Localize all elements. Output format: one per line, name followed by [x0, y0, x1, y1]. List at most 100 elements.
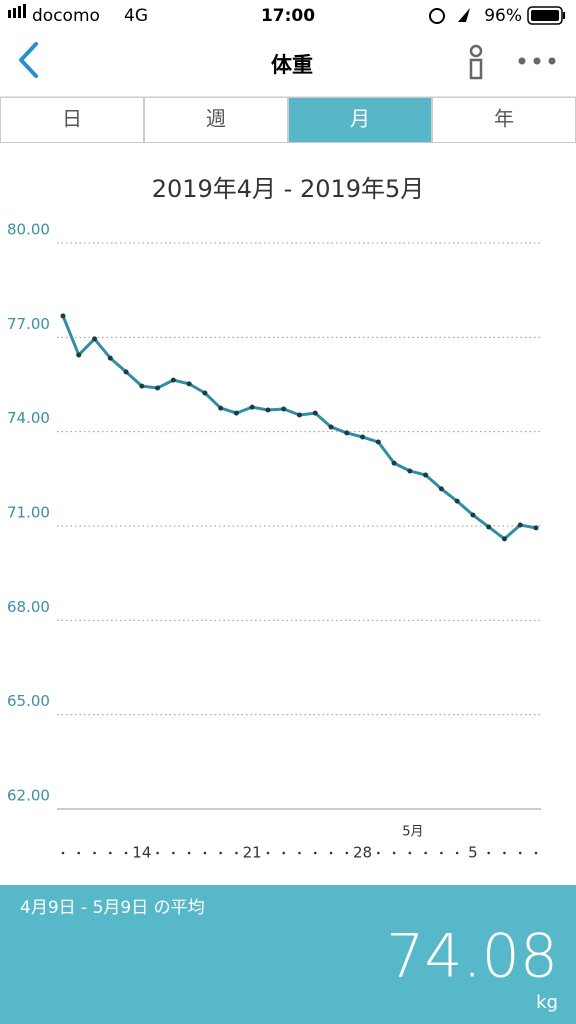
x-tick-dot	[455, 851, 459, 855]
data-point	[533, 525, 539, 531]
data-point	[139, 383, 145, 389]
x-tick-label: 5	[468, 844, 478, 862]
more-dot	[533, 57, 541, 65]
data-point	[517, 522, 523, 528]
data-point	[233, 410, 239, 416]
x-tick-dot	[534, 851, 538, 855]
carrier: docomo	[32, 6, 100, 26]
battery-level	[531, 10, 559, 21]
x-tick-dot	[298, 851, 301, 855]
signal-bar	[23, 4, 26, 18]
data-point	[423, 472, 429, 478]
data-point	[297, 412, 302, 418]
chart: 2019年4月 - 2019年5月 62.00 65.00 68.00 71.00 74…	[7, 175, 541, 862]
status-bar: docomo 4G 17:00 96%	[8, 4, 565, 26]
x-tick-label: 14	[132, 844, 151, 862]
data-point	[92, 336, 98, 342]
location-icon	[458, 8, 470, 22]
x-tick-dot	[219, 851, 222, 855]
battery-tip	[563, 12, 565, 19]
data-point	[486, 524, 492, 530]
tab-bar: 日週月年	[0, 97, 576, 143]
summary-background	[0, 885, 576, 1024]
data-point	[60, 313, 66, 319]
y-tick-label: 65.00	[7, 692, 50, 710]
summary-panel: 4月9日 - 5月9日 の平均 74.08 kg	[0, 885, 576, 1024]
more-dot	[548, 57, 556, 65]
summary-label: 4月9日 - 5月9日 の平均	[20, 898, 205, 918]
chart-title: 2019年4月 - 2019年5月	[152, 175, 425, 203]
x-tick-dot	[235, 851, 238, 855]
tab[interactable]	[0, 97, 144, 143]
signal-bar	[18, 6, 21, 18]
time: 17:00	[261, 6, 315, 26]
y-tick-label: 74.00	[7, 409, 50, 427]
data-point	[312, 410, 318, 416]
y-tick-label: 80.00	[7, 221, 50, 239]
x-tick-dot	[61, 851, 65, 855]
x-tick-dot	[424, 851, 427, 855]
x-tick-dot	[172, 851, 175, 855]
data-point	[155, 385, 161, 391]
x-tick-dot	[124, 851, 128, 855]
data-point	[375, 439, 381, 445]
x-tick-dot	[93, 851, 96, 855]
data-point	[170, 377, 176, 383]
y-tick-label: 68.00	[7, 598, 50, 616]
data-point	[249, 404, 255, 410]
battery	[527, 6, 563, 25]
signal-bar	[8, 10, 11, 18]
tab-label: 週	[206, 107, 226, 131]
data-point	[123, 369, 129, 375]
data-point	[391, 460, 397, 466]
tab[interactable]	[432, 97, 576, 143]
tab-label: 年	[494, 107, 514, 131]
network: 4G	[124, 6, 148, 26]
x-tick-dot	[109, 851, 112, 855]
tab[interactable]	[288, 97, 432, 143]
x-tick-dot	[518, 851, 522, 855]
month-label: 5月	[402, 825, 423, 840]
x-tick-dot	[266, 851, 270, 855]
x-tick-dot	[156, 851, 159, 855]
x-tick-dot	[408, 851, 412, 855]
x-tick-dot	[313, 851, 317, 855]
x-tick-label: 28	[353, 844, 372, 862]
data-point	[344, 430, 350, 436]
y-tick-label: 71.00	[7, 504, 50, 522]
x-tick-dot	[487, 851, 491, 855]
data-point	[76, 352, 82, 358]
tab-label: 月	[350, 107, 370, 131]
data-point	[407, 468, 413, 474]
x-tick-dot	[440, 851, 443, 855]
signal-bar	[13, 8, 16, 18]
more-dot	[518, 57, 526, 65]
x-tick-dot	[203, 851, 207, 855]
x-tick-dot	[377, 851, 380, 855]
x-tick-dot	[345, 851, 349, 855]
battery-percent: 96%	[484, 6, 522, 26]
x-tick-dot	[392, 851, 396, 855]
lock-icon	[429, 8, 445, 24]
summary-unit: kg	[536, 992, 558, 1013]
info-button[interactable]	[469, 44, 483, 80]
data-point	[107, 355, 113, 361]
data-point	[328, 424, 334, 430]
more-button[interactable]	[518, 57, 556, 65]
data-point	[454, 498, 460, 504]
x-tick-dot	[329, 851, 333, 855]
info-icon	[469, 44, 483, 58]
tab[interactable]	[144, 97, 288, 143]
info-icon	[469, 58, 483, 80]
data-point	[438, 486, 444, 492]
tab-label: 日	[62, 107, 82, 131]
data-point	[470, 512, 476, 518]
back-button[interactable]	[19, 42, 38, 78]
data-point	[360, 434, 366, 440]
data-point	[281, 406, 287, 412]
x-tick-label: 21	[243, 844, 262, 862]
x-tick-dot	[187, 851, 191, 855]
x-tick-dot	[503, 851, 506, 855]
